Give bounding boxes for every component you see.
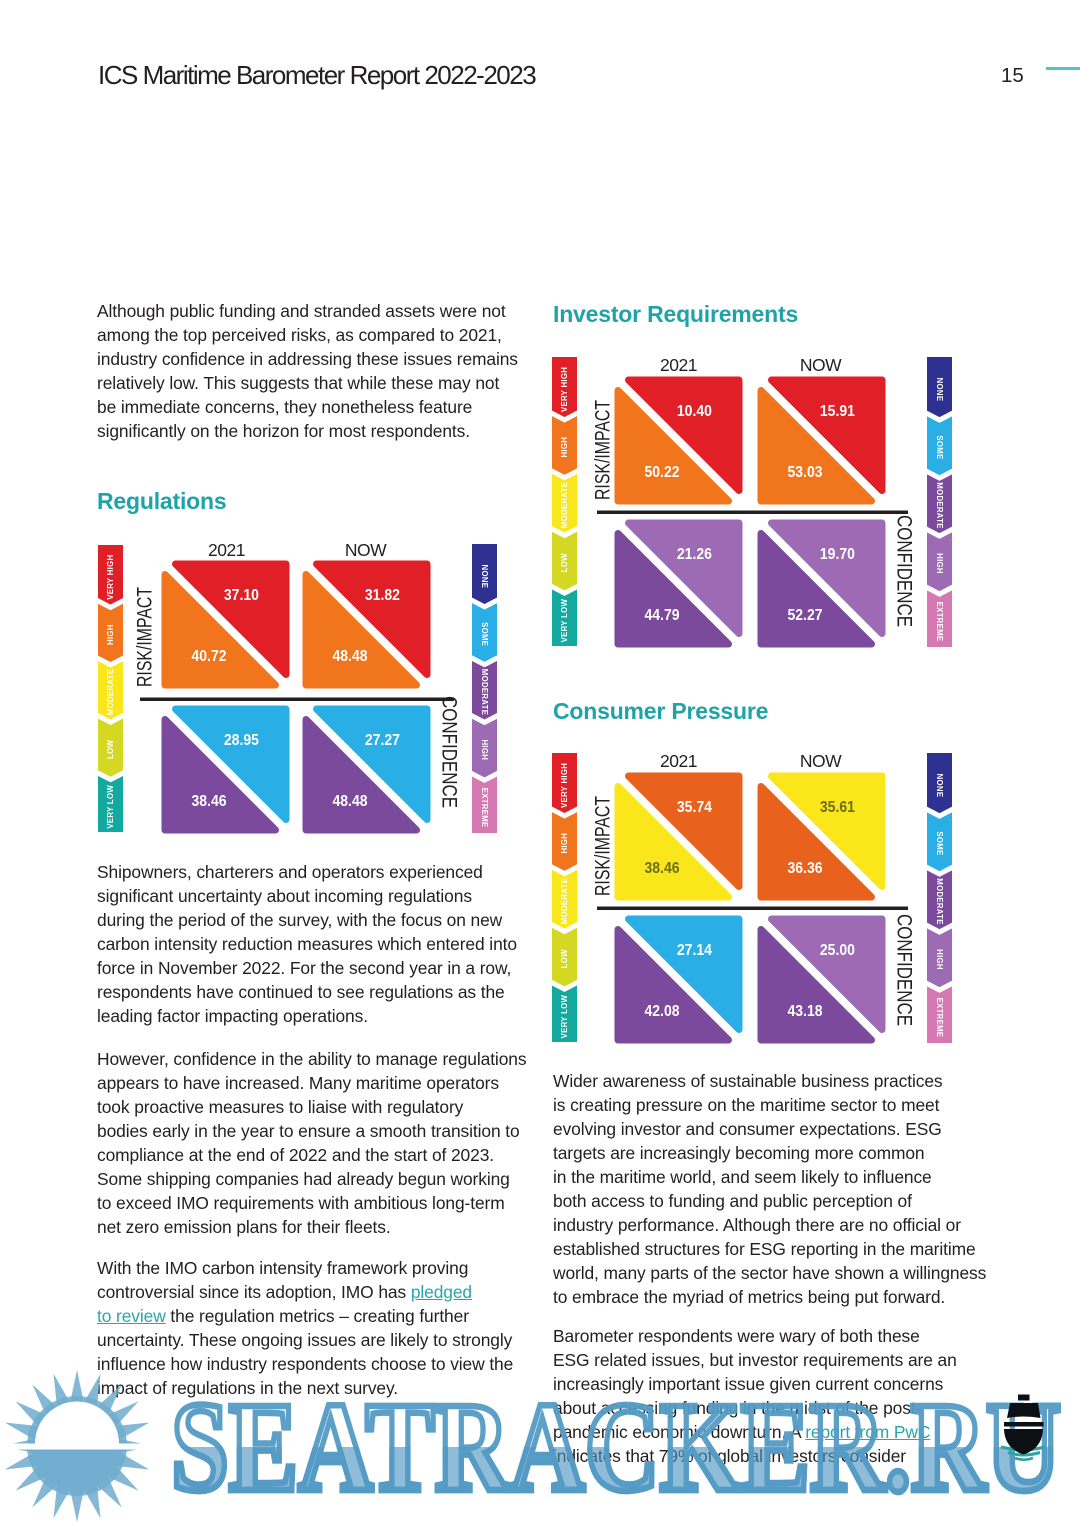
svg-text:RISK/IMPACT: RISK/IMPACT [134,587,157,687]
svg-text:LOW: LOW [560,949,569,968]
svg-text:NONE: NONE [480,565,489,589]
svg-text:NONE: NONE [935,378,944,402]
svg-text:RISK/IMPACT: RISK/IMPACT [592,400,615,500]
svg-text:53.03: 53.03 [788,464,823,481]
svg-text:NONE: NONE [935,774,944,798]
svg-text:SOME: SOME [935,831,944,855]
svg-text:HIGH: HIGH [560,437,569,458]
svg-text:VERY LOW: VERY LOW [106,785,115,829]
svg-text:MODERATE: MODERATE [935,878,944,924]
svg-text:CONFIDENCE: CONFIDENCE [893,914,916,1026]
svg-text:44.79: 44.79 [645,607,680,624]
svg-text:48.48: 48.48 [333,648,368,665]
svg-text:CONFIDENCE: CONFIDENCE [893,515,916,627]
svg-text:52.27: 52.27 [788,607,823,624]
svg-text:VERY HIGH: VERY HIGH [106,555,115,600]
svg-text:HIGH: HIGH [560,833,569,854]
svg-text:37.10: 37.10 [224,587,259,604]
svg-text:21.26: 21.26 [677,546,712,563]
svg-text:27.27: 27.27 [365,732,400,749]
svg-text:NOW: NOW [345,540,387,560]
svg-text:19.70: 19.70 [820,546,855,563]
svg-text:LOW: LOW [560,553,569,572]
svg-text:VERY HIGH: VERY HIGH [560,367,569,412]
svg-text:SEATRACKER.RU: SEATRACKER.RU [171,1376,1061,1518]
svg-text:SOME: SOME [480,622,489,646]
svg-text:NOW: NOW [800,355,842,375]
svg-text:HIGH: HIGH [480,739,489,760]
svg-text:40.72: 40.72 [192,648,227,665]
svg-text:EXTREME: EXTREME [935,998,944,1038]
svg-text:VERY LOW: VERY LOW [560,598,569,642]
svg-text:RISK/IMPACT: RISK/IMPACT [592,796,615,896]
svg-text:38.46: 38.46 [645,860,680,877]
svg-text:EXTREME: EXTREME [480,788,489,828]
svg-text:MODERATE: MODERATE [106,669,115,715]
svg-text:2021: 2021 [660,355,697,375]
svg-text:SEATRACKER.RU: SEATRACKER.RU [171,1376,1061,1518]
svg-text:HIGH: HIGH [106,624,115,645]
svg-text:MODERATE: MODERATE [935,482,944,528]
svg-text:38.46: 38.46 [192,793,227,810]
svg-text:36.36: 36.36 [788,860,823,877]
svg-text:MODERATE: MODERATE [560,878,569,924]
svg-text:CONFIDENCE: CONFIDENCE [438,696,461,808]
svg-text:2021: 2021 [660,751,697,771]
svg-text:43.18: 43.18 [788,1003,823,1020]
svg-text:48.48: 48.48 [333,793,368,810]
svg-text:NOW: NOW [800,751,842,771]
svg-text:HIGH: HIGH [935,553,944,574]
svg-text:HIGH: HIGH [935,949,944,970]
svg-text:50.22: 50.22 [645,464,680,481]
svg-text:LOW: LOW [106,740,115,759]
svg-text:31.82: 31.82 [365,587,400,604]
svg-text:2021: 2021 [208,540,245,560]
svg-text:10.40: 10.40 [677,403,712,420]
svg-text:VERY LOW: VERY LOW [560,994,569,1038]
svg-text:15.91: 15.91 [820,403,855,420]
svg-text:EXTREME: EXTREME [935,602,944,642]
svg-text:28.95: 28.95 [224,732,259,749]
svg-text:SOME: SOME [935,435,944,459]
svg-text:MODERATE: MODERATE [560,482,569,528]
svg-text:MODERATE: MODERATE [480,669,489,715]
svg-text:35.61: 35.61 [820,799,855,816]
svg-text:27.14: 27.14 [677,942,712,959]
svg-text:35.74: 35.74 [677,799,712,816]
svg-text:VERY HIGH: VERY HIGH [560,763,569,808]
svg-text:25.00: 25.00 [820,942,855,959]
svg-text:42.08: 42.08 [645,1003,680,1020]
